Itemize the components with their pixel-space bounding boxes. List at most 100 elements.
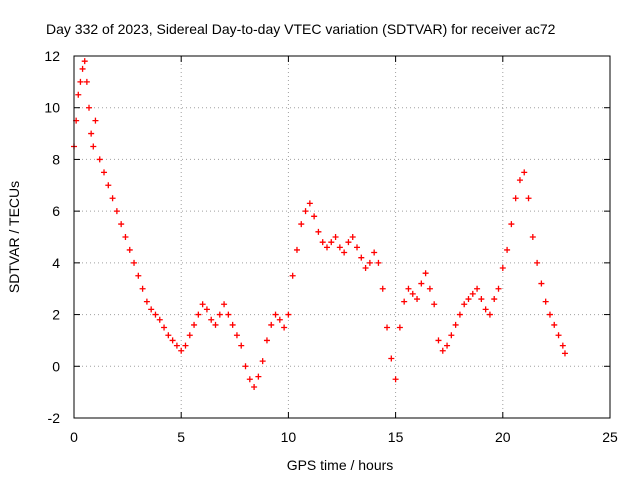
y-tick-label: 10 bbox=[44, 100, 60, 116]
data-point bbox=[221, 301, 228, 308]
data-point bbox=[418, 280, 425, 287]
x-tick-label: 25 bbox=[602, 429, 618, 445]
y-tick-label: 6 bbox=[52, 203, 60, 219]
data-point bbox=[92, 117, 99, 124]
data-point bbox=[354, 244, 361, 251]
data-point bbox=[122, 234, 129, 240]
data-point bbox=[143, 298, 150, 305]
data-point bbox=[81, 58, 88, 65]
data-point bbox=[131, 259, 138, 266]
data-point bbox=[529, 234, 536, 240]
data-point bbox=[242, 363, 249, 370]
data-point bbox=[534, 259, 541, 266]
data-point bbox=[546, 311, 553, 318]
x-tick-label: 15 bbox=[388, 429, 404, 445]
data-point bbox=[306, 200, 313, 207]
data-point bbox=[561, 350, 568, 357]
data-point bbox=[388, 355, 395, 362]
data-point bbox=[191, 321, 198, 328]
x-axis: 0 5 10 15 20 25 bbox=[70, 56, 618, 445]
data-point bbox=[349, 234, 356, 240]
data-point bbox=[495, 285, 502, 292]
data-point bbox=[105, 182, 112, 189]
data-point bbox=[392, 376, 399, 383]
data-point bbox=[371, 249, 378, 256]
data-point bbox=[456, 311, 463, 318]
data-point bbox=[276, 316, 283, 323]
data-point bbox=[238, 342, 245, 349]
data-point bbox=[83, 78, 90, 85]
data-point bbox=[178, 347, 185, 354]
data-point bbox=[199, 301, 206, 308]
data-point bbox=[345, 239, 352, 246]
data-point bbox=[504, 246, 511, 253]
data-point bbox=[77, 78, 84, 85]
data-point bbox=[341, 249, 348, 256]
data-point bbox=[165, 332, 172, 339]
data-point bbox=[551, 321, 558, 328]
data-point bbox=[379, 285, 386, 292]
chart-title: Day 332 of 2023, Sidereal Day-to-day VTE… bbox=[46, 21, 556, 37]
data-point bbox=[396, 324, 403, 331]
data-point bbox=[409, 290, 416, 297]
data-point bbox=[139, 285, 146, 292]
data-point bbox=[182, 342, 189, 349]
data-point bbox=[195, 311, 202, 318]
y-tick-label: -2 bbox=[48, 410, 61, 426]
data-point bbox=[251, 383, 258, 390]
data-point bbox=[101, 169, 108, 176]
data-point bbox=[508, 221, 515, 228]
data-point bbox=[469, 290, 476, 297]
data-point bbox=[444, 342, 451, 349]
data-point bbox=[465, 296, 472, 303]
data-point bbox=[272, 311, 279, 318]
data-points bbox=[71, 58, 568, 390]
data-point bbox=[225, 311, 232, 318]
data-point bbox=[328, 239, 335, 246]
y-tick-label: 8 bbox=[52, 151, 60, 167]
data-point bbox=[203, 306, 210, 313]
data-point bbox=[512, 195, 519, 202]
data-point bbox=[555, 332, 562, 339]
data-point bbox=[362, 265, 369, 272]
x-tick-label: 10 bbox=[281, 429, 297, 445]
data-point bbox=[559, 342, 566, 349]
data-point bbox=[315, 228, 322, 235]
data-point bbox=[336, 244, 343, 251]
x-tick-label: 5 bbox=[177, 429, 185, 445]
data-point bbox=[90, 143, 97, 150]
data-point bbox=[298, 221, 305, 228]
data-point bbox=[156, 316, 163, 323]
data-point bbox=[311, 213, 318, 220]
data-point bbox=[521, 169, 528, 176]
data-point bbox=[216, 311, 223, 318]
data-point bbox=[96, 156, 103, 163]
data-point bbox=[491, 296, 498, 303]
data-point bbox=[478, 296, 485, 303]
data-point bbox=[401, 298, 408, 305]
data-point bbox=[289, 272, 296, 279]
data-point bbox=[246, 376, 253, 383]
data-point bbox=[422, 270, 429, 277]
data-point bbox=[332, 234, 339, 240]
data-point bbox=[426, 285, 433, 292]
data-point bbox=[302, 208, 309, 215]
data-point bbox=[323, 244, 330, 251]
data-point bbox=[75, 91, 82, 98]
y-tick-label: 0 bbox=[52, 358, 60, 374]
x-tick-label: 20 bbox=[495, 429, 511, 445]
y-tick-label: 4 bbox=[52, 255, 60, 271]
data-point bbox=[135, 272, 142, 279]
data-point bbox=[414, 296, 421, 303]
data-point bbox=[148, 306, 155, 313]
data-point bbox=[358, 254, 365, 261]
data-point bbox=[88, 130, 95, 137]
data-point bbox=[259, 358, 266, 365]
plot-frame bbox=[73, 55, 611, 419]
data-point bbox=[461, 301, 468, 308]
data-point bbox=[482, 306, 489, 313]
data-point bbox=[263, 337, 270, 344]
data-point bbox=[268, 321, 275, 328]
data-point bbox=[113, 208, 120, 215]
